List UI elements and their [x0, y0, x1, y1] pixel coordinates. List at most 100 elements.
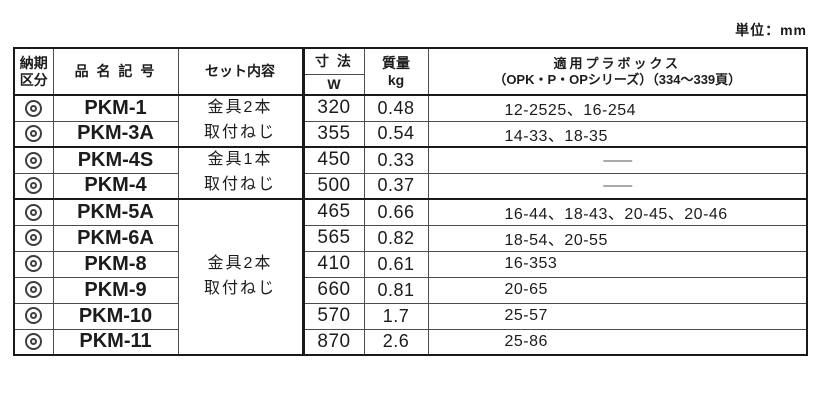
double-circle-icon: [25, 99, 43, 117]
col-header-dimension-w: W: [301, 73, 365, 96]
col-header-dimension: 寸 法: [301, 47, 365, 75]
table-row-pkm-5a: PKM-5A 金具2本 取付ねじ 465 0.66 16-44、18-43、20…: [13, 198, 808, 356]
table-row-pkm-8: PKM-8 410 0.61 16-353: [13, 250, 808, 278]
col-header-applicable-box: 適用プラボックス （OPK・P・OPシリーズ）（334〜339頁）: [427, 47, 808, 96]
applicable-box-value: 16-353: [427, 250, 808, 278]
product-code: PKM-10: [52, 302, 179, 330]
mass-value: 0.66: [363, 198, 429, 226]
delivery-mark-cell: [13, 94, 54, 122]
double-circle-icon-inner: [30, 208, 38, 216]
table-row-pkm-3a: PKM-3A 355 0.54 14-33、18-35: [13, 120, 808, 148]
double-circle-icon: [25, 229, 43, 247]
width-value: 660: [301, 276, 365, 304]
mass-value: 0.61: [363, 250, 429, 278]
mass-value: 0.82: [363, 224, 429, 252]
product-code: PKM-3A: [52, 120, 179, 148]
spec-table: 納期 区分 品 名 記 号 セット内容 寸 法 質量 kg 適用プラボックス （…: [13, 47, 808, 356]
product-code: PKM-6A: [52, 224, 179, 252]
col-header-mass-line2: kg: [387, 71, 405, 88]
width-value: 320: [301, 94, 365, 122]
product-code: PKM-1: [52, 94, 179, 122]
width-value: 500: [301, 172, 365, 200]
mass-value: 1.7: [363, 302, 429, 330]
col-header-applicable-line1: 適用プラボックス: [553, 55, 682, 71]
col-header-set-contents: セット内容: [177, 47, 304, 96]
width-value: 565: [301, 224, 365, 252]
double-circle-icon-inner: [30, 338, 38, 346]
double-circle-icon: [25, 125, 43, 143]
set-contents-line2: 取付ねじ: [203, 176, 276, 193]
product-code: PKM-8: [52, 250, 179, 278]
mass-value: 0.54: [363, 120, 429, 148]
table-row-pkm-11: PKM-11 870 2.6 25-86: [13, 328, 808, 356]
applicable-box-value: 12-2525、16-254: [427, 94, 808, 122]
set-contents-cell: 金具1本 取付ねじ: [177, 146, 304, 200]
applicable-box-dash: ——: [427, 172, 808, 200]
mass-value: 2.6: [363, 328, 429, 356]
delivery-mark-cell: [13, 172, 54, 200]
double-circle-icon: [25, 333, 43, 351]
col-header-mass: 質量 kg: [363, 47, 429, 96]
mass-value: 0.33: [363, 146, 429, 174]
col-header-delivery-line2: 区分: [19, 71, 48, 88]
double-circle-icon: [25, 255, 43, 273]
double-circle-icon-inner: [30, 130, 38, 138]
double-circle-icon: [25, 203, 43, 221]
set-contents-cell: 金具2本 取付ねじ: [177, 94, 304, 148]
unit-label: 単位：mm: [735, 22, 807, 38]
double-circle-icon-inner: [30, 260, 38, 268]
table-row-pkm-10: PKM-10 570 1.7 25-57: [13, 302, 808, 330]
col-header-applicable-line2: （OPK・P・OPシリーズ）（334〜339頁）: [493, 71, 742, 87]
delivery-mark-cell: [13, 328, 54, 356]
double-circle-icon-inner: [30, 104, 38, 112]
width-value: 465: [301, 198, 365, 226]
table-row-pkm-4s: PKM-4S 金具1本 取付ねじ 450 0.33 ——: [13, 146, 808, 200]
applicable-box-value: 18-54、20-55: [427, 224, 808, 252]
table-row-pkm-1: PKM-1 金具2本 取付ねじ 320 0.48 12-2525、16-254: [13, 94, 808, 148]
mass-value: 0.81: [363, 276, 429, 304]
double-circle-icon: [25, 307, 43, 325]
delivery-mark-cell: [13, 302, 54, 330]
mass-value: 0.48: [363, 94, 429, 122]
delivery-mark-cell: [13, 276, 54, 304]
applicable-box-value: 25-57: [427, 302, 808, 330]
set-contents-line2: 取付ねじ: [203, 124, 276, 141]
double-circle-icon: [25, 177, 43, 195]
double-circle-icon-inner: [30, 286, 38, 294]
width-value: 570: [301, 302, 365, 330]
col-header-delivery-line1: 納期: [19, 54, 48, 71]
mass-value: 0.37: [363, 172, 429, 200]
double-circle-icon-inner: [30, 234, 38, 242]
set-contents-line1: 金具2本: [207, 99, 273, 117]
width-value: 870: [301, 328, 365, 356]
set-contents-line2: 取付ねじ: [203, 280, 276, 297]
double-circle-icon-inner: [30, 182, 38, 190]
table-row-pkm-6a: PKM-6A 565 0.82 18-54、20-55: [13, 224, 808, 252]
double-circle-icon: [25, 281, 43, 299]
applicable-box-value: 14-33、18-35: [427, 120, 808, 148]
double-circle-icon-inner: [30, 156, 38, 164]
width-value: 410: [301, 250, 365, 278]
product-code: PKM-5A: [52, 198, 179, 226]
product-code: PKM-4S: [52, 146, 179, 174]
applicable-box-value: 16-44、18-43、20-45、20-46: [427, 198, 808, 226]
width-value: 355: [301, 120, 365, 148]
col-header-product-code: 品 名 記 号: [52, 47, 179, 96]
double-circle-icon-inner: [30, 312, 38, 320]
set-contents-line1: 金具2本: [207, 255, 273, 273]
product-code: PKM-4: [52, 172, 179, 200]
col-header-mass-line1: 質量: [382, 54, 410, 71]
product-code: PKM-9: [52, 276, 179, 304]
product-code: PKM-11: [52, 328, 179, 356]
width-value: 450: [301, 146, 365, 174]
delivery-mark-cell: [13, 198, 54, 226]
delivery-mark-cell: [13, 120, 54, 148]
delivery-mark-cell: [13, 250, 54, 278]
delivery-mark-cell: [13, 224, 54, 252]
delivery-mark-cell: [13, 146, 54, 174]
set-contents-cell: 金具2本 取付ねじ: [177, 198, 304, 356]
double-circle-icon: [25, 151, 43, 169]
applicable-box-dash: ——: [427, 146, 808, 174]
table-row-pkm-4: PKM-4 500 0.37 ——: [13, 172, 808, 200]
